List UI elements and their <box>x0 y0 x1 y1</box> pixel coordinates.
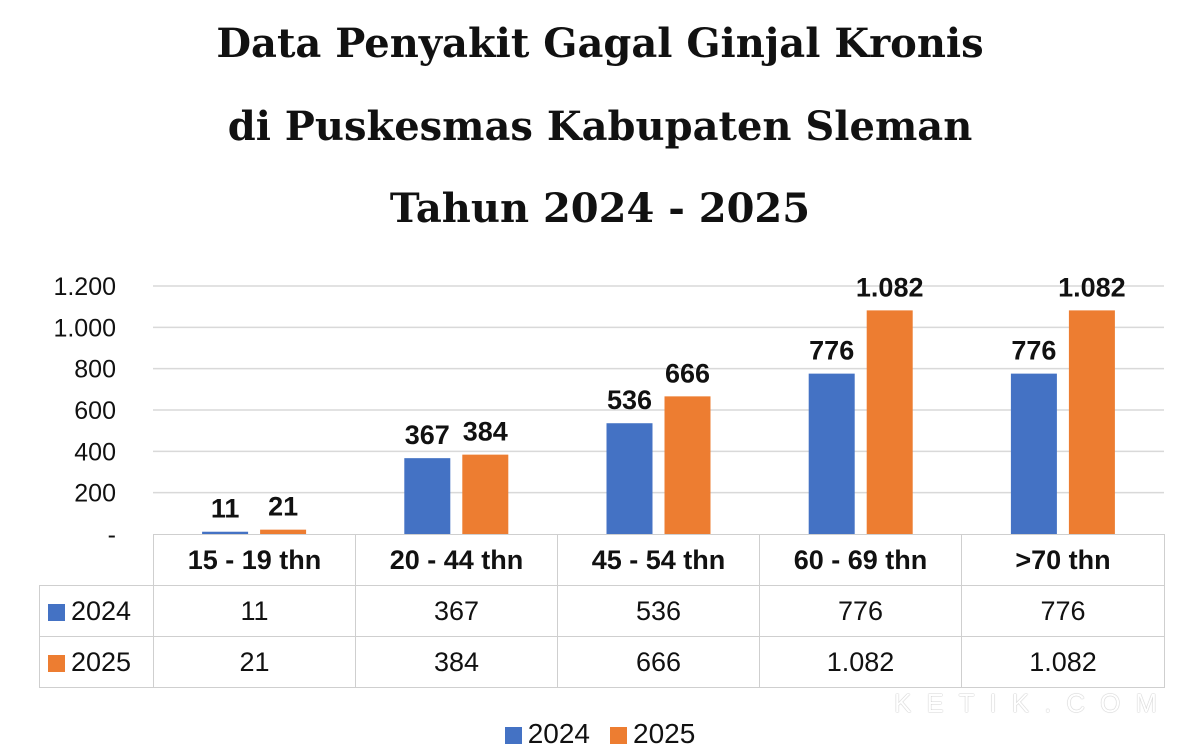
series-row-header: 2024 <box>39 585 154 637</box>
table-cell: 776 <box>759 585 962 637</box>
bar-2025 <box>462 454 509 534</box>
series-swatch <box>48 603 65 621</box>
y-tick-label: 400 <box>74 438 116 466</box>
series-name: 2025 <box>71 646 132 677</box>
chart-title-line-1: Data Penyakit Gagal Ginjal Kronis <box>216 20 984 67</box>
chart-title-line-2: di Puskesmas Kabupaten Sleman <box>227 103 973 150</box>
legend-label: 2025 <box>633 718 696 749</box>
y-tick-label: 1.000 <box>53 314 116 342</box>
bar-2025 <box>664 396 711 534</box>
chart-title-line-3: Tahun 2024 - 2025 <box>389 185 811 232</box>
table-cell: 1.082 <box>759 636 962 688</box>
bar-2024 <box>808 373 855 534</box>
data-label: 384 <box>463 417 508 447</box>
table-row: 2025 21 384 666 1.082 1.082 <box>39 636 1165 688</box>
data-label: 1.082 <box>856 272 924 302</box>
table-cell: 367 <box>355 585 558 637</box>
bar-2025 <box>1068 310 1115 534</box>
x-tick-label: 20 - 44 thn <box>355 534 558 586</box>
bar-2024 <box>1010 373 1057 534</box>
table-cell: 776 <box>961 585 1165 637</box>
data-label: 1.082 <box>1058 272 1126 302</box>
legend: 2024 2025 <box>0 718 1200 750</box>
legend-swatch <box>610 727 627 744</box>
x-tick-label: 60 - 69 thn <box>759 534 962 586</box>
series-swatch <box>48 654 65 672</box>
watermark: KETIK.COM <box>893 688 1172 718</box>
data-label: 776 <box>809 336 854 366</box>
x-tick-label: 15 - 19 thn <box>153 534 356 586</box>
bar-2024 <box>202 531 249 534</box>
table-corner <box>39 534 154 586</box>
bar-2024 <box>404 458 451 534</box>
legend-entry: 2025 <box>610 718 695 750</box>
legend-swatch <box>504 727 522 744</box>
table-cell: 11 <box>153 585 356 637</box>
table-row: 2024 11 367 536 776 776 <box>39 585 1165 637</box>
x-tick-label: 45 - 54 thn <box>557 534 760 586</box>
bar-2024 <box>606 423 653 534</box>
series-name: 2024 <box>71 595 132 626</box>
table-cell: 666 <box>557 636 760 688</box>
data-label: 367 <box>405 420 450 450</box>
table-cell: 536 <box>557 585 760 637</box>
table-cell: 1.082 <box>961 636 1165 688</box>
y-tick-label: 200 <box>74 480 116 508</box>
data-label: 776 <box>1011 336 1056 366</box>
data-label: 536 <box>607 385 652 415</box>
bar-2025 <box>866 310 913 534</box>
table-cell: 21 <box>153 636 356 688</box>
legend-label: 2024 <box>527 718 590 749</box>
data-label: 11 <box>211 494 240 524</box>
table-cell: 384 <box>355 636 558 688</box>
x-tick-label: >70 thn <box>961 534 1165 586</box>
series-row-header: 2025 <box>39 636 154 688</box>
data-label: 21 <box>268 492 298 522</box>
y-tick-label: 600 <box>74 397 116 425</box>
data-label: 666 <box>665 358 710 388</box>
y-tick-label: 1.200 <box>53 273 116 301</box>
bar-2025 <box>260 529 307 534</box>
legend-entry: 2024 <box>504 718 590 750</box>
y-tick-label: 800 <box>74 356 116 384</box>
data-table: 15 - 19 thn 20 - 44 thn 45 - 54 thn 60 - 69… <box>39 534 1165 688</box>
